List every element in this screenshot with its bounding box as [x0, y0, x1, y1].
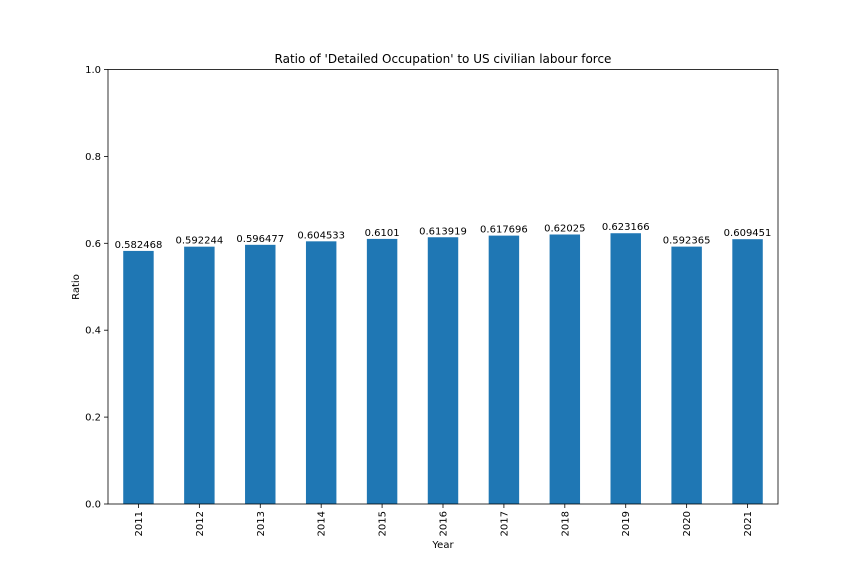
bar-value-label: 0.613919 [419, 226, 467, 237]
y-tick-label: 0.0 [85, 500, 101, 511]
x-tick-label: 2017 [499, 511, 510, 536]
bar-value-label: 0.604533 [297, 230, 345, 241]
y-tick-label: 0.6 [85, 239, 101, 250]
bar-2012 [184, 246, 215, 504]
bar-2015 [366, 238, 398, 504]
bar-2014 [305, 241, 337, 504]
bar-value-label: 0.62025 [544, 224, 585, 235]
x-tick-label: 2014 [317, 511, 328, 536]
bar-2019 [610, 233, 641, 504]
bar-labels: 0.582468 0.592244 0.596477 0.604533 0.6101 0.… [115, 222, 772, 251]
bar-2021 [732, 239, 763, 504]
bar-value-label: 0.592365 [663, 236, 711, 247]
x-tick-label: 2011 [134, 511, 145, 536]
bar-2016 [427, 237, 459, 504]
bar-value-label: 0.623166 [602, 222, 650, 233]
bar-value-label: 0.617696 [480, 225, 528, 236]
bar-2011 [123, 250, 154, 504]
bar-2020 [671, 246, 702, 504]
x-tick-label: 2019 [621, 511, 632, 536]
x-axis: 2011 2012 2013 2014 2015 2016 2017 2018 2019 2020… [134, 504, 754, 536]
chart-title: Ratio of 'Detailed Occupation' to US civ… [275, 52, 612, 66]
x-tick-label: 2013 [256, 511, 267, 536]
y-tick-label: 0.4 [85, 326, 101, 337]
x-tick-label: 2012 [195, 511, 206, 536]
x-tick-label: 2016 [439, 511, 450, 536]
bar-value-label: 0.6101 [365, 228, 400, 239]
bar-value-label: 0.609451 [724, 228, 772, 239]
y-tick-label: 0.2 [85, 413, 101, 424]
y-axis: 0.0 0.2 0.4 0.6 0.8 1.0 [85, 65, 108, 511]
bar-2018 [549, 234, 581, 504]
bar-value-label: 0.582468 [115, 240, 163, 251]
bars [123, 233, 763, 504]
bar-2017 [488, 235, 520, 504]
bar-value-label: 0.592244 [176, 236, 224, 247]
y-tick-label: 0.8 [85, 152, 101, 163]
bar-2013 [245, 244, 276, 504]
plot-frame [107, 69, 779, 505]
x-axis-label: Year [431, 540, 454, 551]
y-axis-label: Ratio [71, 274, 82, 300]
x-tick-label: 2015 [378, 511, 389, 536]
y-tick-label: 1.0 [85, 65, 101, 76]
x-tick-label: 2018 [560, 511, 571, 536]
x-tick-label: 2021 [743, 511, 754, 536]
bar-value-label: 0.596477 [236, 234, 284, 245]
x-tick-label: 2020 [682, 511, 693, 536]
